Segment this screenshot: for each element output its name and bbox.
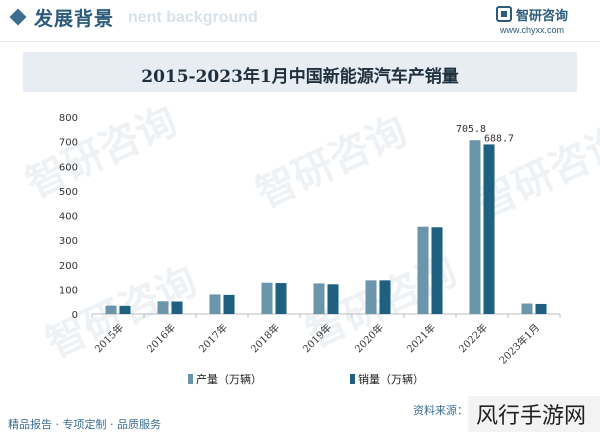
chart-title: 2015-2023年1月中国新能源汽车产销量 bbox=[141, 67, 459, 87]
production-bar bbox=[313, 283, 325, 314]
brand-name: 智研咨询 bbox=[516, 9, 569, 24]
production-bar bbox=[261, 282, 273, 314]
x-tick-label: 2023年1月 bbox=[496, 321, 542, 367]
chart-title-bar: 2015-2023年1月中国新能源汽车产销量 bbox=[23, 52, 577, 92]
y-tick-label: 300 bbox=[59, 236, 78, 247]
source-label: 资料来源： bbox=[413, 404, 468, 417]
sales-bar bbox=[431, 227, 443, 314]
brand-url: www.chyxx.com bbox=[500, 25, 565, 35]
legend: 产量（万辆） 销量（万辆） bbox=[188, 372, 424, 386]
y-tick-label: 200 bbox=[59, 261, 78, 272]
data-label: 688.7 bbox=[484, 133, 514, 144]
legend-swatch bbox=[188, 374, 193, 384]
data-label: 705.8 bbox=[456, 124, 486, 135]
x-tick-label: 2022年 bbox=[456, 321, 490, 355]
sales-bar bbox=[275, 283, 287, 314]
header: 发展背景 nent background 智研咨询 www.chyxx.com bbox=[0, 0, 600, 44]
y-tick-label: 100 bbox=[59, 285, 78, 296]
production-bar bbox=[365, 280, 377, 314]
x-tick-label: 2017年 bbox=[196, 321, 230, 355]
section-title: 发展背景 bbox=[34, 8, 115, 30]
y-tick-label: 500 bbox=[59, 187, 78, 198]
brand-icon bbox=[496, 6, 512, 22]
sales-bar bbox=[171, 301, 183, 314]
footer-tagline: 精品报告 · 专项定制 · 品质服务 bbox=[8, 418, 161, 431]
sales-bar bbox=[379, 280, 391, 314]
x-axis: 2015年 2016年 2017年 2018年 2019年 2020年 2021年 2022年… bbox=[91, 314, 561, 367]
watermark-stamp: 风行手游网 bbox=[468, 396, 600, 432]
production-bar bbox=[105, 305, 117, 314]
production-bar bbox=[521, 303, 533, 314]
sales-bar bbox=[535, 303, 547, 314]
y-tick-label: 800 bbox=[59, 113, 78, 124]
sales-bar bbox=[223, 294, 235, 314]
y-tick-label: 0 bbox=[72, 310, 78, 321]
bars bbox=[105, 140, 547, 314]
section-subtitle-ghost: nent background bbox=[128, 9, 258, 26]
y-tick-label: 700 bbox=[59, 138, 78, 149]
production-bar bbox=[209, 294, 221, 314]
x-tick-label: 2015年 bbox=[92, 321, 126, 355]
y-tick-label: 600 bbox=[59, 162, 78, 173]
production-bar bbox=[417, 226, 429, 314]
brand-logo: 智研咨询 www.chyxx.com bbox=[496, 5, 586, 39]
legend-swatch bbox=[350, 374, 355, 384]
header-divider bbox=[0, 41, 600, 42]
legend-label: 产量（万辆） bbox=[196, 372, 262, 386]
y-tick-label: 400 bbox=[59, 212, 78, 223]
y-axis: 0 100 200 300 400 500 600 700 800 bbox=[59, 113, 560, 321]
legend-label: 销量（万辆） bbox=[358, 372, 424, 386]
sales-bar bbox=[327, 284, 339, 314]
sales-bar bbox=[483, 144, 495, 314]
production-bar bbox=[157, 301, 169, 314]
x-tick-label: 2016年 bbox=[144, 321, 178, 355]
watermark-text: 风行手游网 bbox=[476, 404, 587, 429]
x-tick-label: 2021年 bbox=[404, 321, 438, 355]
x-tick-label: 2018年 bbox=[248, 321, 282, 355]
production-bar bbox=[469, 140, 481, 314]
x-tick-label: 2020年 bbox=[352, 321, 386, 355]
x-tick-label: 2019年 bbox=[300, 321, 334, 355]
sales-bar bbox=[119, 305, 131, 314]
